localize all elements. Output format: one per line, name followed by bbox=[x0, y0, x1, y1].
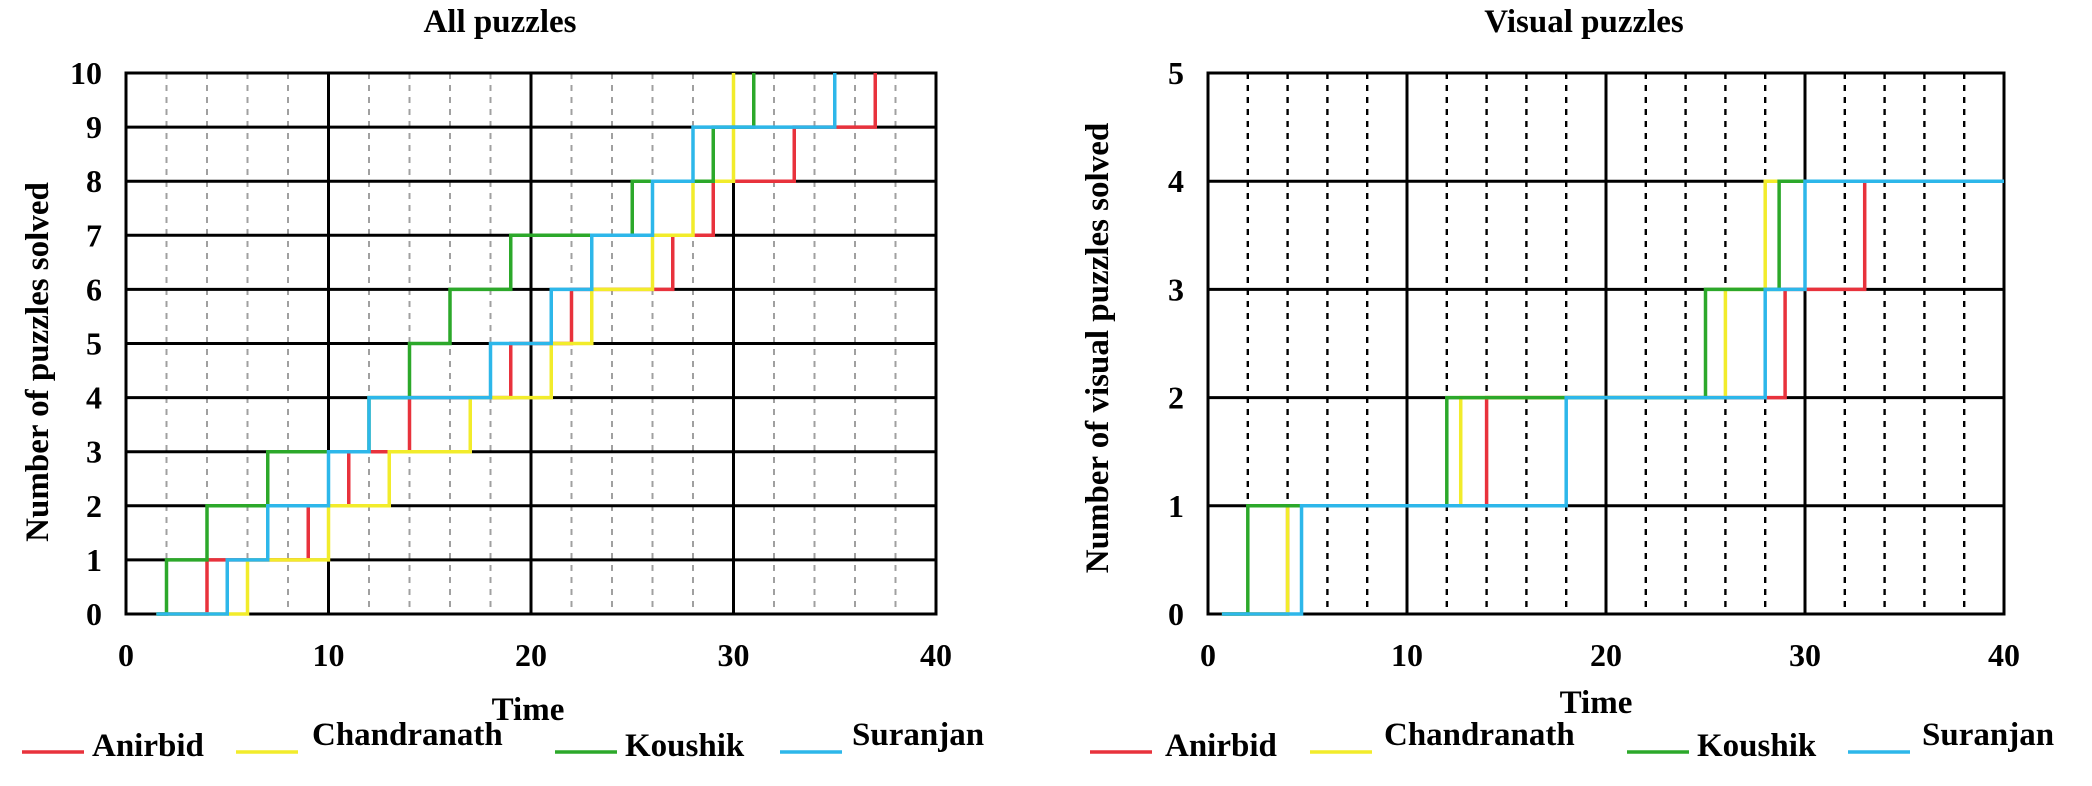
legend: Anirbid Chandranath Koushik Suranjan bbox=[22, 717, 984, 764]
y-tick-label: 8 bbox=[86, 163, 102, 199]
y-tick-label: 4 bbox=[1168, 163, 1184, 199]
series-line-suranjan bbox=[1221, 179, 2004, 616]
x-tick-label: 30 bbox=[718, 637, 750, 673]
series-line-chandranath bbox=[156, 73, 736, 616]
y-axis-label: Number of visual puzzles solved bbox=[1080, 123, 1116, 573]
x-tick-label: 20 bbox=[1590, 637, 1622, 673]
y-axis-label: Number of puzzles solved bbox=[20, 182, 56, 542]
legend-label-suranjan: Suranjan bbox=[1922, 717, 2054, 753]
legend-label-koushik: Koushik bbox=[625, 728, 745, 764]
x-tick-label: 0 bbox=[1200, 637, 1216, 673]
plot-frame bbox=[1206, 71, 2006, 616]
chart-title: Visual puzzles bbox=[1484, 4, 1684, 40]
y-tick-label: 5 bbox=[86, 326, 102, 362]
y-tick-label: 9 bbox=[86, 109, 102, 145]
legend-label-chandranath: Chandranath bbox=[312, 717, 503, 753]
x-tick-label: 40 bbox=[920, 637, 952, 673]
chart-visual-puzzles: 0 1 2 3 4 5 0 10 20 30 40 Visual puzzles Time Number … bbox=[1080, 4, 2054, 764]
legend-label-suranjan: Suranjan bbox=[852, 717, 984, 753]
y-tick-label: 1 bbox=[86, 542, 102, 578]
series-line-suranjan bbox=[156, 73, 837, 616]
legend-label-koushik: Koushik bbox=[1697, 728, 1817, 764]
y-tick-label: 4 bbox=[86, 380, 102, 416]
x-tick-label: 20 bbox=[515, 637, 547, 673]
y-tick-label: 3 bbox=[1168, 271, 1184, 307]
y-tick-label: 0 bbox=[86, 596, 102, 632]
y-tick-label: 5 bbox=[1168, 55, 1184, 91]
legend-label-anirbid: Anirbid bbox=[92, 728, 204, 764]
y-tick-label: 6 bbox=[86, 271, 102, 307]
x-axis-label: Time bbox=[492, 692, 565, 728]
y-tick-label: 3 bbox=[86, 434, 102, 470]
y-tick-label: 10 bbox=[70, 55, 102, 91]
legend: Anirbid Chandranath Koushik Suranjan bbox=[1090, 717, 2054, 764]
x-tick-label: 30 bbox=[1789, 637, 1821, 673]
y-tick-label: 0 bbox=[1168, 596, 1184, 632]
chart-title: All puzzles bbox=[423, 4, 576, 40]
x-tick-label: 10 bbox=[1391, 637, 1423, 673]
y-tick-label: 1 bbox=[1168, 488, 1184, 524]
chart-all-puzzles: 0 1 2 3 4 5 6 7 8 9 10 0 10 20 30 40 All puzzles Time Numb… bbox=[20, 4, 984, 764]
x-axis-label: Time bbox=[1560, 685, 1633, 721]
x-tick-label: 10 bbox=[313, 637, 345, 673]
y-tick-label: 2 bbox=[86, 488, 102, 524]
x-tick-label: 40 bbox=[1988, 637, 2020, 673]
plot-frame bbox=[124, 71, 938, 616]
x-tick-label: 0 bbox=[118, 637, 134, 673]
y-tick-label: 2 bbox=[1168, 380, 1184, 416]
y-tick-label: 7 bbox=[86, 217, 102, 253]
legend-label-anirbid: Anirbid bbox=[1165, 728, 1277, 764]
legend-label-chandranath: Chandranath bbox=[1384, 717, 1575, 753]
